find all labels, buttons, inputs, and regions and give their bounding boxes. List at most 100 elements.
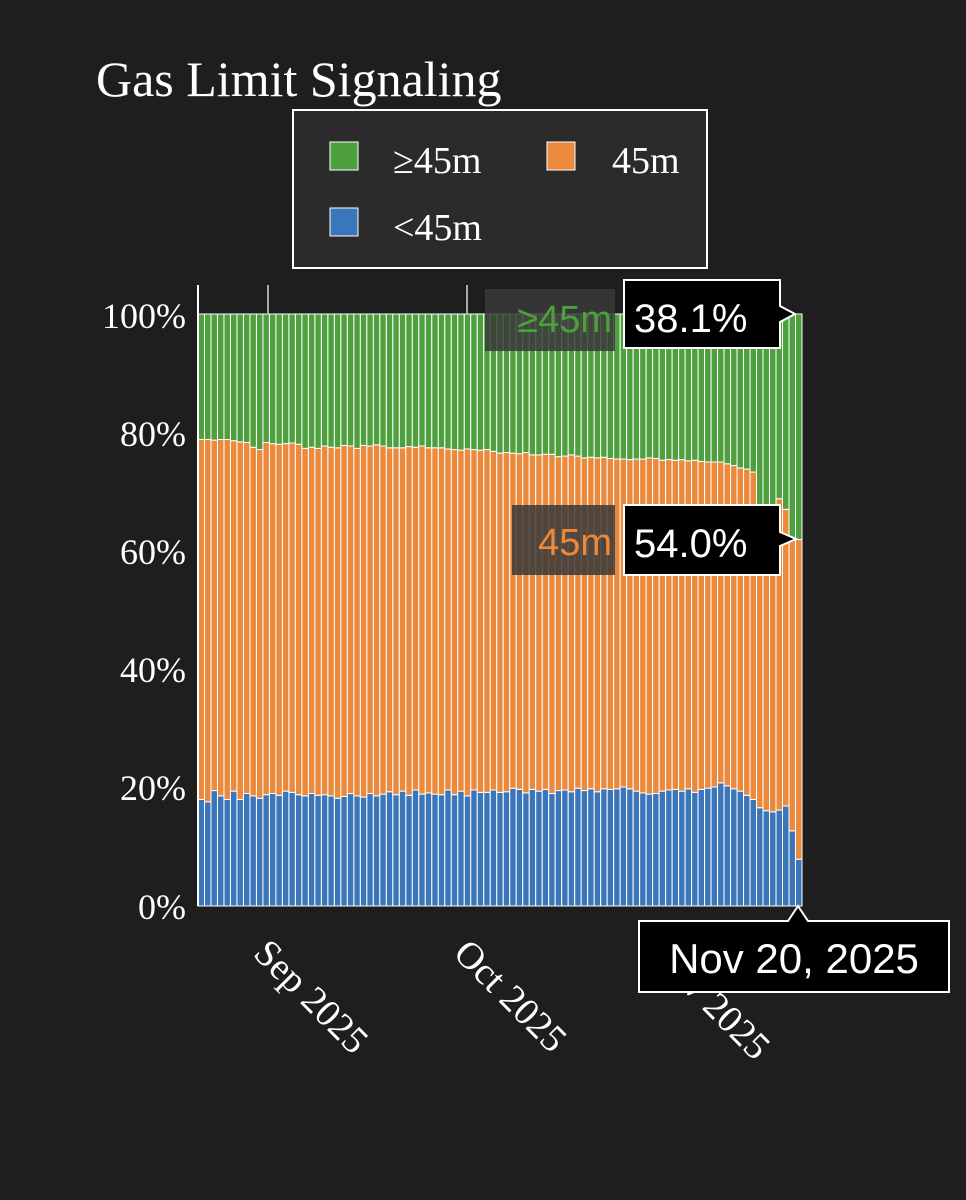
bar-segment[interactable]: [216, 313, 225, 440]
bar-segment[interactable]: [229, 440, 238, 792]
bar-segment[interactable]: [522, 452, 530, 794]
legend-swatch-lt45m[interactable]: [329, 207, 359, 237]
bar-segment[interactable]: [483, 791, 491, 907]
bar-segment[interactable]: [268, 313, 277, 445]
bar-segment[interactable]: [301, 313, 309, 449]
bar-segment[interactable]: [385, 791, 394, 907]
bar-segment[interactable]: [203, 313, 212, 440]
bar-segment[interactable]: [229, 313, 238, 442]
bar-segment[interactable]: [210, 439, 218, 792]
bar-segment[interactable]: [522, 792, 530, 907]
bar-segment[interactable]: [223, 439, 231, 800]
bar-segment[interactable]: [307, 793, 316, 907]
bar-segment[interactable]: [697, 788, 706, 907]
bar-segment[interactable]: [320, 794, 329, 907]
bar-segment[interactable]: [288, 313, 296, 444]
bar-segment[interactable]: [782, 508, 790, 807]
bar-segment[interactable]: [515, 453, 524, 790]
bar-segment[interactable]: [242, 441, 251, 795]
bar-segment[interactable]: [288, 791, 296, 907]
bar-segment[interactable]: [236, 441, 244, 800]
bar-segment[interactable]: [301, 795, 309, 907]
bar-segment[interactable]: [411, 313, 420, 448]
bar-segment[interactable]: [405, 794, 413, 907]
bar-segment[interactable]: [340, 795, 348, 907]
bar-segment[interactable]: [372, 795, 381, 907]
bar-segment[interactable]: [749, 798, 758, 907]
bar-segment[interactable]: [333, 313, 342, 449]
bar-segment[interactable]: [268, 443, 277, 795]
bar-segment[interactable]: [535, 790, 543, 907]
bar-segment[interactable]: [385, 313, 394, 449]
bar-segment[interactable]: [288, 442, 296, 793]
bar-segment[interactable]: [424, 447, 433, 794]
bar-segment[interactable]: [600, 788, 608, 907]
bar-segment[interactable]: [366, 793, 374, 907]
bar-segment[interactable]: [379, 445, 387, 795]
bar-segment[interactable]: [788, 313, 797, 539]
bar-segment[interactable]: [379, 313, 387, 447]
bar-segment[interactable]: [619, 786, 628, 907]
bar-segment[interactable]: [444, 789, 452, 907]
bar-segment[interactable]: [223, 313, 231, 440]
bar-segment[interactable]: [424, 313, 433, 449]
bar-segment[interactable]: [314, 794, 322, 907]
bar-segment[interactable]: [437, 313, 446, 449]
bar-segment[interactable]: [437, 794, 446, 907]
bar-segment[interactable]: [587, 788, 595, 907]
bar-segment[interactable]: [236, 313, 244, 443]
bar-segment[interactable]: [203, 439, 212, 803]
bar-segment[interactable]: [379, 793, 387, 907]
bar-segment[interactable]: [392, 447, 400, 796]
bar-segment[interactable]: [782, 313, 790, 510]
legend-label-45m[interactable]: 45m: [612, 140, 680, 182]
bar-segment[interactable]: [463, 448, 472, 797]
bar-segment[interactable]: [223, 798, 231, 907]
legend-label-ge45m[interactable]: ≥45m: [393, 140, 481, 182]
bar-segment[interactable]: [782, 805, 790, 907]
bar-segment[interactable]: [658, 790, 667, 907]
bar-segment[interactable]: [496, 791, 504, 907]
bar-segment[interactable]: [463, 313, 472, 450]
bar-segment[interactable]: [470, 789, 478, 907]
bar-segment[interactable]: [255, 797, 264, 907]
bar-segment[interactable]: [281, 790, 290, 907]
bar-segment[interactable]: [593, 791, 602, 907]
bar-segment[interactable]: [580, 790, 589, 907]
bar-segment[interactable]: [372, 313, 381, 446]
legend-swatch-ge45m[interactable]: [329, 141, 359, 171]
bar-segment[interactable]: [483, 449, 491, 793]
bar-segment[interactable]: [476, 449, 485, 793]
bar-segment[interactable]: [418, 793, 426, 907]
bar-segment[interactable]: [327, 795, 335, 907]
bar-segment[interactable]: [489, 789, 498, 907]
bar-segment[interactable]: [398, 313, 407, 449]
bar-segment[interactable]: [294, 794, 303, 907]
bar-segment[interactable]: [294, 443, 303, 796]
bar-segment[interactable]: [775, 809, 784, 907]
bar-segment[interactable]: [398, 447, 407, 792]
bar-segment[interactable]: [359, 313, 368, 446]
bar-segment[interactable]: [457, 313, 465, 451]
bar-segment[interactable]: [470, 313, 478, 451]
bar-segment[interactable]: [496, 452, 504, 793]
bar-segment[interactable]: [359, 796, 368, 907]
bar-segment[interactable]: [444, 313, 452, 450]
bar-segment[interactable]: [743, 794, 751, 907]
bar-segment[interactable]: [645, 793, 654, 907]
bar-segment[interactable]: [684, 788, 693, 907]
bar-segment[interactable]: [405, 446, 413, 796]
bar-segment[interactable]: [476, 313, 485, 451]
bar-segment[interactable]: [307, 446, 316, 795]
bar-segment[interactable]: [333, 447, 342, 799]
bar-segment[interactable]: [320, 313, 329, 447]
bar-segment[interactable]: [216, 795, 225, 907]
bar-segment[interactable]: [249, 795, 257, 907]
legend-swatch-45m[interactable]: [546, 141, 576, 171]
bar-segment[interactable]: [730, 788, 738, 907]
bar-segment[interactable]: [301, 447, 309, 797]
bar-segment[interactable]: [678, 790, 686, 907]
bar-segment[interactable]: [476, 791, 485, 907]
bar-segment[interactable]: [444, 448, 452, 791]
bar-segment[interactable]: [795, 313, 803, 541]
